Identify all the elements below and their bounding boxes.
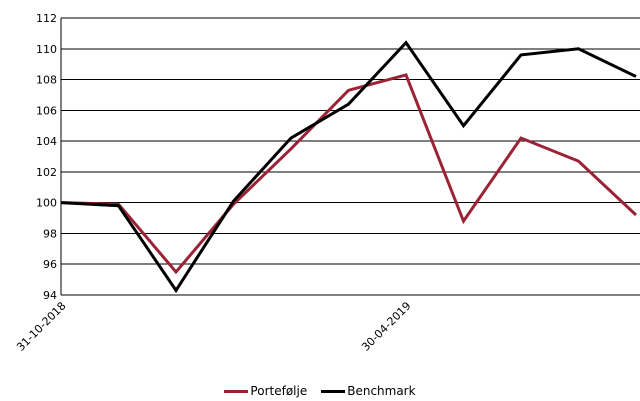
- y-tick-label: 106: [36, 104, 57, 117]
- grid-lines: [60, 17, 640, 296]
- y-tick-label: 94: [43, 289, 57, 302]
- legend: Portefølje Benchmark: [0, 384, 640, 398]
- series-lines: [60, 40, 638, 294]
- series-line-benchmark: [60, 40, 637, 294]
- x-axis-ticks: 31-10-2018 30-04-2019: [14, 299, 413, 353]
- y-tick-label: 100: [36, 197, 57, 210]
- y-axis-ticks: 94 96 98 100 102 104 106 108 110 112: [36, 12, 57, 302]
- legend-item-benchmark: Benchmark: [321, 384, 416, 398]
- legend-label-benchmark: Benchmark: [347, 384, 416, 398]
- y-tick-label: 112: [36, 12, 57, 25]
- y-tick-label: 96: [43, 258, 57, 271]
- series-line-portefolje: [60, 73, 638, 275]
- legend-item-portefolje: Portefølje: [224, 384, 307, 398]
- legend-swatch-benchmark: [321, 389, 346, 393]
- y-tick-label: 98: [43, 227, 57, 240]
- y-tick-label: 104: [36, 135, 57, 148]
- legend-swatch-portefolje: [224, 389, 249, 393]
- y-tick-label: 108: [36, 74, 57, 87]
- x-tick-label: 30-04-2019: [359, 299, 413, 353]
- legend-label-portefolje: Portefølje: [250, 384, 308, 398]
- y-tick-label: 102: [36, 166, 57, 179]
- x-tick-label: 31-10-2018: [14, 299, 68, 353]
- y-tick-label: 110: [36, 43, 57, 56]
